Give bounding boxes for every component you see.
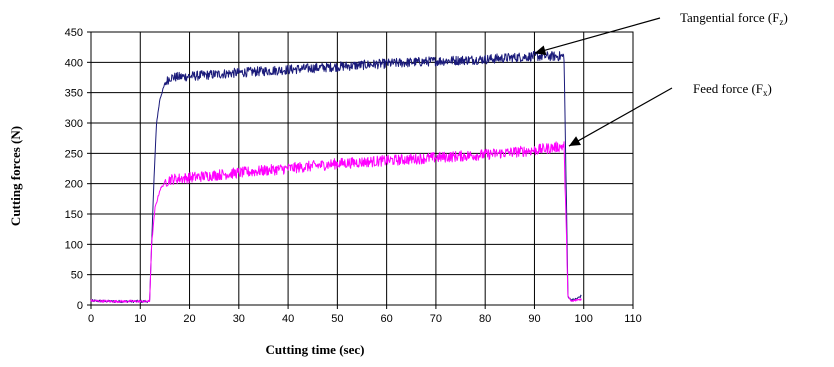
y-tick-label: 450 — [65, 27, 83, 39]
y-tick-label: 150 — [65, 209, 83, 221]
annotation-arrow-feed-force — [568, 87, 673, 147]
y-tick-label: 250 — [65, 148, 83, 160]
y-tick-label: 300 — [65, 118, 83, 130]
x-tick-label: 110 — [624, 313, 642, 325]
series-line-feed-force — [90, 141, 582, 304]
annotation-label-feed-force: Feed force (Fx) — [693, 81, 772, 98]
x-tick-label: 10 — [134, 313, 146, 325]
annotation-label-tangential-force: Tangential force (Fz) — [680, 10, 788, 27]
x-axis-title: Cutting time (sec) — [266, 342, 365, 357]
x-tick-label: 0 — [88, 313, 94, 325]
x-tick-label: 30 — [233, 313, 245, 325]
y-tick-label: 200 — [65, 179, 83, 191]
annotation-arrowhead-tangential-force — [534, 45, 547, 56]
x-tick-label: 40 — [282, 313, 294, 325]
x-tick-label: 70 — [430, 313, 442, 325]
x-tick-label: 100 — [575, 313, 593, 325]
y-tick-label: 350 — [65, 88, 83, 100]
x-tick-label: 50 — [331, 313, 343, 325]
annotation-arrow-tangential-force — [534, 17, 661, 54]
series-layer — [90, 51, 582, 304]
plot-frame — [90, 31, 634, 306]
y-axis-title: Cutting forces (N) — [8, 126, 23, 226]
axis-layer: 0 10 20 30 40 50 60 70 80 90 100 110 0 50 100 150 200 250… — [65, 27, 642, 325]
y-tick-label: 0 — [77, 300, 83, 312]
y-tick-label: 50 — [71, 270, 83, 282]
annotation-layer: Tangential force (Fz) Feed force (Fx) — [534, 10, 788, 147]
x-tick-label: 90 — [528, 313, 540, 325]
annotation-arrowhead-feed-force — [568, 136, 581, 147]
grid-layer — [90, 31, 634, 306]
series-line-tangential-force — [90, 51, 582, 304]
x-tick-label: 80 — [479, 313, 491, 325]
x-tick-label: 20 — [183, 313, 195, 325]
x-tick-label: 60 — [381, 313, 393, 325]
y-tick-label: 400 — [65, 57, 83, 69]
y-tick-label: 100 — [65, 239, 83, 251]
